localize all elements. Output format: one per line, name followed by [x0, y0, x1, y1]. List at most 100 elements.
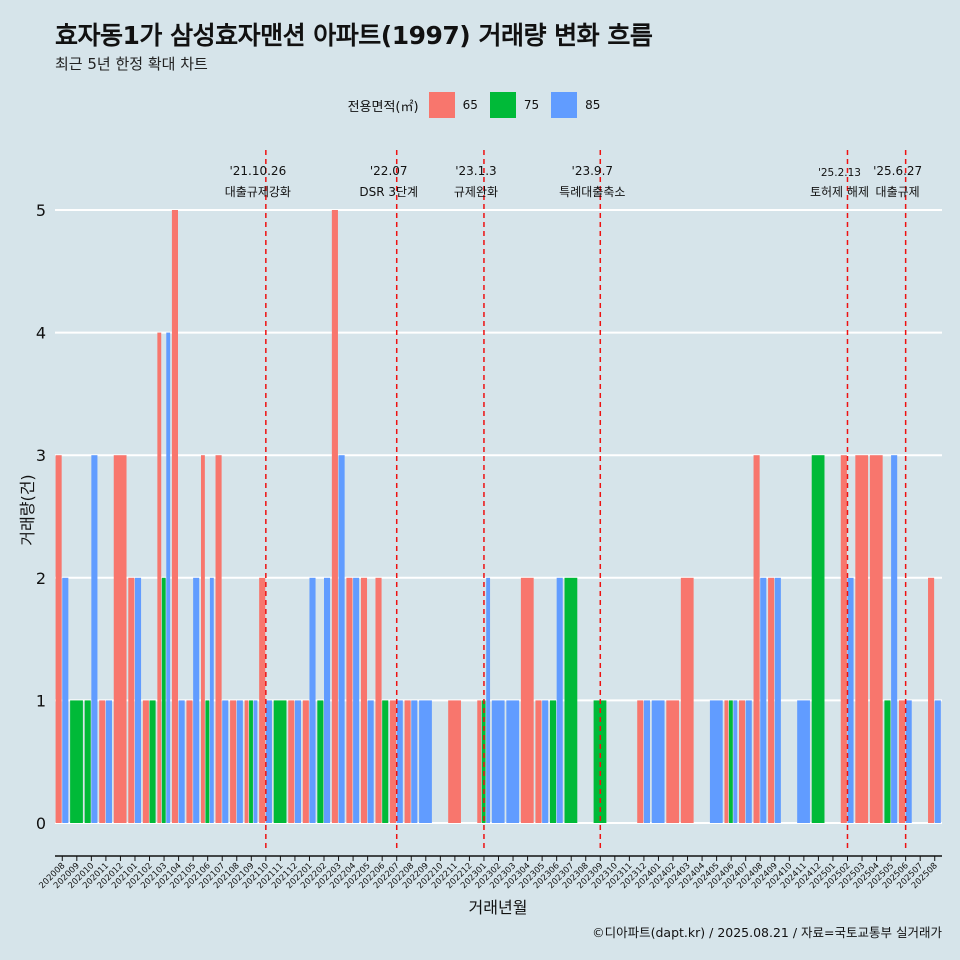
bar-202106-85	[209, 577, 214, 823]
annotation-date: '22.07	[370, 164, 408, 178]
bar-202301-85	[486, 577, 491, 823]
bar-202312-65	[637, 700, 644, 823]
bar-202408-85	[760, 577, 767, 823]
bar-202207-65	[390, 700, 397, 823]
bar-202309-75	[593, 700, 607, 823]
legend-key-65	[428, 92, 455, 118]
bar-202109-65	[244, 700, 249, 823]
y-tick-label: 3	[36, 446, 46, 465]
bar-202305-65	[535, 700, 542, 823]
legend-label-65: 65	[462, 98, 478, 112]
bar-202408-65	[753, 455, 760, 823]
bar-202301-75	[481, 700, 486, 823]
y-tick-label: 1	[36, 691, 46, 710]
bar-202506-65	[898, 700, 906, 823]
bar-202011-65	[99, 700, 106, 823]
legend: 전용면적(㎡) 65 75 85	[0, 92, 960, 118]
bar-202505-75	[884, 700, 891, 823]
chart-subtitle: 최근 5년 한정 확대 차트	[55, 55, 208, 73]
bar-202205-85	[367, 700, 374, 823]
bar-202201-85	[309, 577, 316, 823]
bar-202009-75	[70, 700, 83, 823]
bar-202104-65	[171, 210, 178, 823]
bar-202306-85	[556, 577, 563, 823]
bar-202505-85	[891, 455, 898, 823]
bar-202103-85	[166, 332, 171, 823]
bar-202202-75	[317, 700, 324, 823]
bar-202502-65	[840, 455, 847, 823]
bar-202112-85	[294, 700, 302, 823]
y-tick-label: 5	[36, 201, 46, 220]
bar-202112-65	[288, 700, 295, 823]
bar-202012-65	[113, 455, 127, 823]
annotation-label: 토허제 해제	[810, 185, 869, 199]
bar-202106-65	[200, 455, 205, 823]
bar-202508-65	[928, 577, 935, 823]
bar-202411-85	[797, 700, 810, 823]
bar-202011-85	[105, 700, 112, 823]
bar-202312-85	[643, 700, 650, 823]
bar-202105-65	[186, 700, 193, 823]
bar-202008-65	[55, 455, 62, 823]
y-tick-label: 2	[36, 569, 46, 588]
annotation-label: 대출규제강화	[225, 185, 291, 199]
annotation-date: '23.9.7	[572, 164, 613, 178]
legend-title: 전용면적(㎡)	[347, 99, 419, 115]
legend-label-75: 75	[523, 98, 540, 112]
bar-202103-65	[157, 332, 162, 823]
bar-202503-65	[855, 455, 869, 823]
bar-202110-85	[265, 700, 272, 823]
legend-key-75	[489, 92, 516, 118]
source-caption: ©디아파트(dapt.kr) / 2025.08.21 / 자료=국토교통부 실…	[592, 925, 942, 940]
bar-202502-85	[847, 577, 854, 823]
bar-202105-85	[193, 577, 200, 823]
bar-202412-75	[811, 455, 825, 823]
bar-202108-65	[230, 700, 237, 823]
bar-202203-65	[331, 210, 338, 823]
bar-202211-65	[448, 700, 461, 823]
bar-202109-75	[249, 700, 253, 823]
bar-202204-65	[346, 577, 353, 823]
bar-202206-65	[375, 577, 382, 823]
bar-202306-75	[549, 700, 557, 823]
bar-202506-85	[905, 700, 912, 823]
bar-202303-85	[506, 700, 520, 823]
bar-202305-85	[542, 700, 549, 823]
annotation-date: '21.10.26	[229, 164, 286, 178]
annotation-date: '23.1.3	[455, 164, 496, 178]
bar-202206-75	[382, 700, 389, 823]
bar-202504-65	[869, 455, 883, 823]
bar-202409-65	[768, 577, 775, 823]
bar-202205-65	[360, 577, 368, 823]
bar-202406-75	[728, 700, 733, 823]
annotation-label: DSR 3단계	[359, 185, 418, 199]
bar-202108-85	[236, 700, 243, 823]
bar-202405-85	[709, 700, 723, 823]
bar-202207-85	[396, 700, 403, 823]
bar-202107-85	[222, 700, 229, 823]
bar-202204-85	[353, 577, 360, 823]
bar-202409-85	[774, 577, 781, 823]
y-tick-label: 0	[36, 814, 46, 833]
bar-202406-65	[724, 700, 729, 823]
bar-202104-85	[178, 700, 185, 823]
bar-202301-65	[477, 700, 482, 823]
legend-label-85: 85	[585, 98, 601, 112]
bar-202008-85	[62, 577, 69, 823]
bar-202307-75	[564, 577, 578, 823]
bar-202106-75	[205, 700, 210, 823]
bar-202101-85	[134, 577, 142, 823]
y-axis-title: 거래량(건)	[18, 474, 37, 545]
bar-202401-85	[651, 700, 665, 823]
x-axis-title: 거래년월	[469, 898, 528, 917]
bar-202103-75	[161, 577, 166, 823]
bar-202407-65	[739, 700, 746, 823]
bar-202010-85	[91, 455, 98, 823]
bar-202403-65	[680, 577, 694, 823]
bar-202101-65	[128, 577, 135, 823]
annotation-label: 특례대출축소	[559, 185, 625, 199]
bar-202102-65	[142, 700, 149, 823]
bar-202209-85	[419, 700, 432, 823]
bar-202508-85	[934, 700, 941, 823]
